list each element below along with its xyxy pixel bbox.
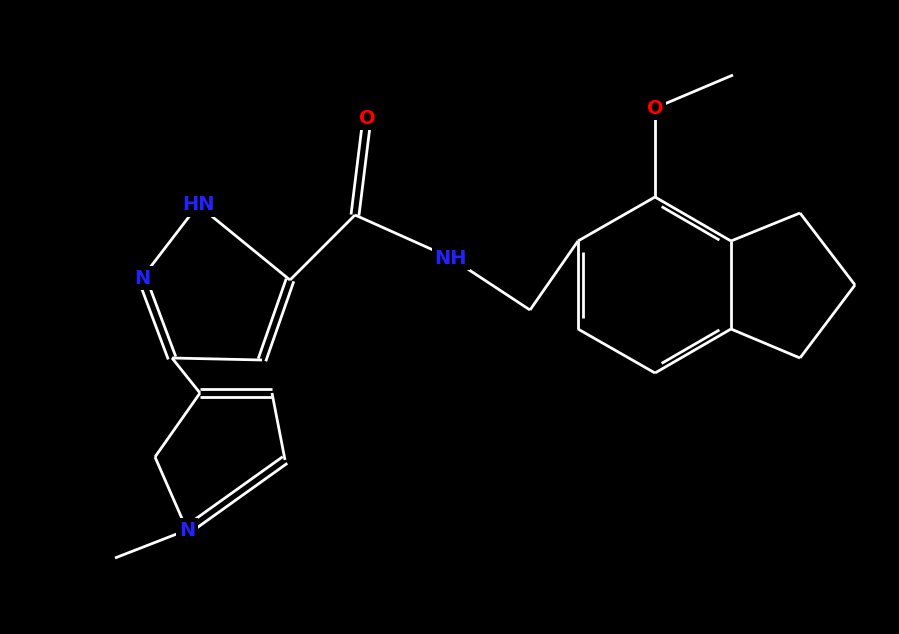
Text: O: O [646,98,663,117]
Text: NH: NH [435,249,467,268]
Text: N: N [134,269,150,287]
Text: N: N [179,521,195,540]
Text: HN: HN [182,195,214,214]
Text: O: O [359,108,375,127]
